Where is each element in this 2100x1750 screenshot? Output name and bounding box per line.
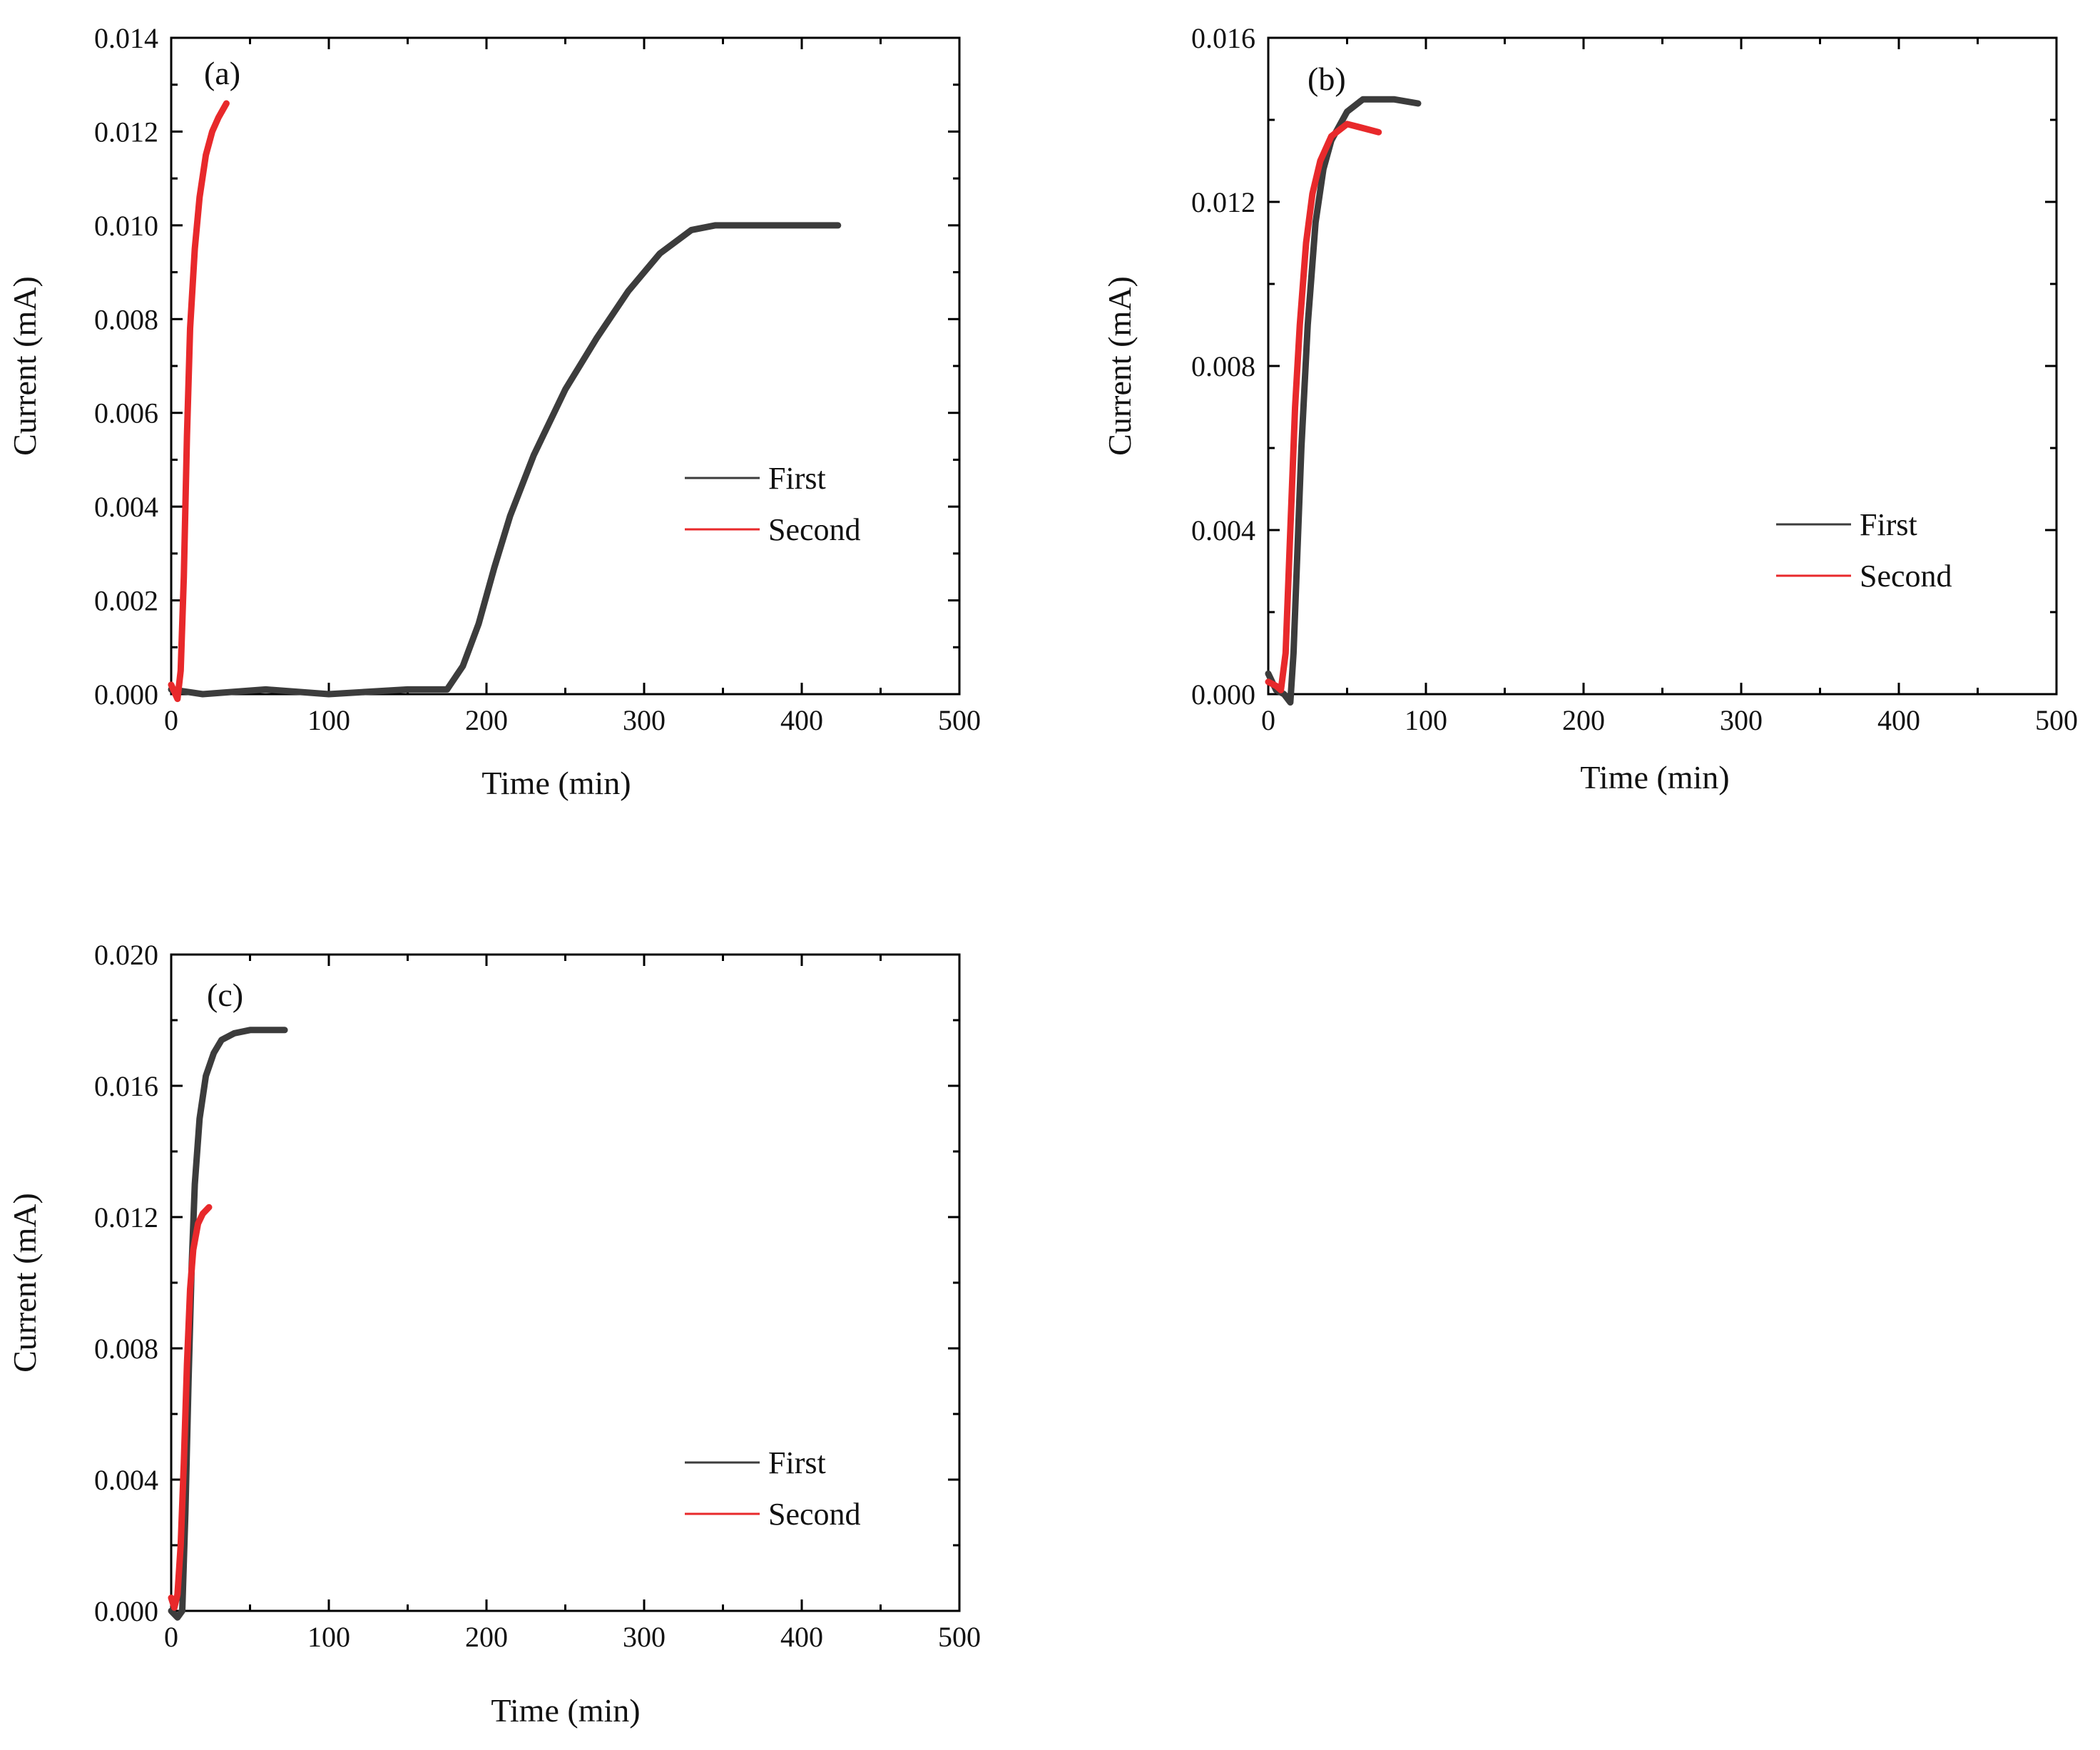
y-tick-label: 0.012 bbox=[1191, 186, 1255, 218]
x-tick-label: 500 bbox=[938, 1621, 981, 1653]
x-tick-label: 300 bbox=[623, 704, 666, 736]
y-tick-label: 0.016 bbox=[94, 1070, 158, 1102]
x-tick-label: 100 bbox=[307, 1621, 350, 1653]
legend-label-first: First bbox=[1860, 507, 1917, 542]
series-line-second bbox=[168, 100, 230, 703]
x-axis-title: Time (min) bbox=[491, 1692, 640, 1729]
y-tick-label: 0.010 bbox=[94, 210, 158, 242]
x-tick-label: 300 bbox=[623, 1621, 666, 1653]
x-tick-label: 0 bbox=[1261, 704, 1275, 736]
chart-panel-b: 0 100 200 300 400 500 0.000 0.004 0.008 0.012 0.01… bbox=[1101, 22, 2078, 795]
x-tick-label: 400 bbox=[780, 1621, 823, 1653]
x-tick-label: 0 bbox=[164, 1621, 178, 1653]
y-tick-label: 0.008 bbox=[94, 303, 158, 335]
x-tick-label: 200 bbox=[1562, 704, 1605, 736]
chart-panel-c: 0 100 200 300 400 500 0.000 0.004 0.008 0.012 0.01… bbox=[6, 939, 981, 1729]
plot-frame bbox=[1267, 36, 2058, 696]
y-tick-label: 0.008 bbox=[1191, 350, 1255, 382]
y-tick-label: 0.000 bbox=[1191, 678, 1255, 711]
legend-label-second: Second bbox=[768, 1497, 861, 1532]
series-line-second bbox=[168, 1204, 213, 1611]
panel-label: (a) bbox=[204, 55, 240, 91]
y-tick-label: 0.000 bbox=[94, 1595, 158, 1627]
y-tick-label: 0.002 bbox=[94, 585, 158, 617]
y-axis-title: Current (mA) bbox=[6, 1193, 43, 1373]
y-tick-label: 0.006 bbox=[94, 397, 158, 429]
plot-frame bbox=[170, 36, 961, 696]
x-tick-label: 0 bbox=[164, 704, 178, 736]
panel-label: (b) bbox=[1308, 61, 1346, 97]
x-tick-label: 200 bbox=[465, 704, 508, 736]
y-tick-label: 0.014 bbox=[94, 22, 158, 54]
y-tick-label: 0.016 bbox=[1191, 22, 1255, 54]
x-tick-label: 100 bbox=[1405, 704, 1447, 736]
legend-label-first: First bbox=[768, 1445, 826, 1480]
x-tick-label: 300 bbox=[1720, 704, 1763, 736]
x-tick-label: 400 bbox=[1877, 704, 1920, 736]
panel-label: (c) bbox=[207, 977, 243, 1013]
x-tick-label: 200 bbox=[465, 1621, 508, 1653]
chart-panel-a: 0 100 200 300 400 500 0.000 0.002 0.004 0.006 0.00… bbox=[6, 22, 981, 801]
series-line-first bbox=[168, 1027, 288, 1621]
series-line-first bbox=[168, 222, 842, 698]
y-tick-label: 0.012 bbox=[94, 1201, 158, 1233]
y-axis-title: Current (mA) bbox=[1101, 276, 1138, 456]
y-tick-label: 0.012 bbox=[94, 116, 158, 148]
x-tick-label: 400 bbox=[780, 704, 823, 736]
x-tick-label: 500 bbox=[2035, 704, 2078, 736]
y-tick-label: 0.004 bbox=[94, 1464, 158, 1496]
series-line-first bbox=[1265, 96, 1422, 706]
legend-label-second: Second bbox=[768, 512, 861, 547]
x-axis-title: Time (min) bbox=[1580, 759, 1729, 795]
y-tick-label: 0.000 bbox=[94, 678, 158, 711]
y-axis-title: Current (mA) bbox=[6, 276, 43, 456]
legend-label-first: First bbox=[768, 461, 826, 496]
series-line-second bbox=[1265, 121, 1382, 693]
legend-label-second: Second bbox=[1860, 559, 1952, 594]
x-tick-label: 500 bbox=[938, 704, 981, 736]
y-tick-label: 0.004 bbox=[1191, 514, 1255, 546]
y-tick-label: 0.004 bbox=[94, 491, 158, 523]
x-tick-label: 100 bbox=[307, 704, 350, 736]
y-tick-label: 0.020 bbox=[94, 939, 158, 971]
y-tick-label: 0.008 bbox=[94, 1333, 158, 1365]
x-axis-title: Time (min) bbox=[481, 765, 631, 801]
